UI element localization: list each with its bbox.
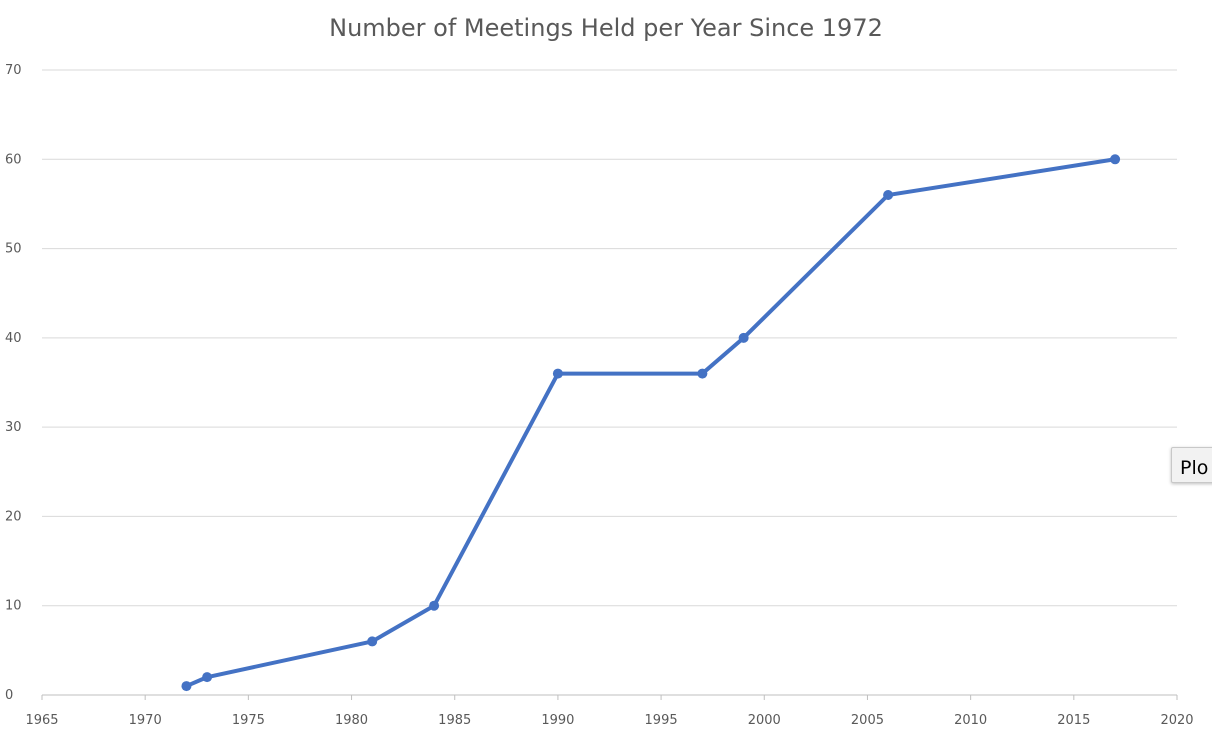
y-axis-tick-labels: 0 10 20 30 40 50 60 70 (5, 63, 22, 703)
y-tick-label: 0 (5, 688, 13, 703)
x-tick-label: 1980 (335, 713, 368, 728)
grid-lines (42, 69, 1177, 607)
x-tick-label: 2010 (954, 713, 987, 728)
x-tick-label: 1985 (438, 713, 471, 728)
data-series[interactable] (181, 154, 1121, 692)
y-tick-label: 70 (5, 63, 22, 78)
data-point[interactable] (202, 672, 213, 683)
x-tick-label: 1975 (232, 713, 265, 728)
x-tick-label: 1970 (129, 713, 162, 728)
y-tick-label: 30 (5, 420, 22, 435)
x-tick-label: 1995 (645, 713, 678, 728)
data-point[interactable] (367, 636, 378, 647)
x-axis-tick-labels: 1965 1970 1975 1980 1985 1990 1995 2000 2005 2010… (25, 713, 1193, 728)
x-tick-label: 1990 (541, 713, 574, 728)
y-tick-label: 10 (5, 599, 22, 614)
x-tick-label: 2020 (1160, 713, 1193, 728)
tooltip-popup[interactable]: Plo (1171, 447, 1212, 483)
data-point[interactable] (697, 368, 708, 379)
y-tick-label: 60 (5, 152, 22, 167)
y-tick-label: 50 (5, 242, 22, 257)
data-point[interactable] (738, 332, 749, 343)
axis (41, 694, 1178, 700)
data-point[interactable] (1110, 154, 1121, 165)
x-tick-label: 1965 (25, 713, 58, 728)
x-tick-label: 2005 (851, 713, 884, 728)
x-tick-label: 2015 (1057, 713, 1090, 728)
chart-title: Number of Meetings Held per Year Since 1… (329, 14, 883, 42)
data-point[interactable] (552, 368, 563, 379)
y-tick-label: 20 (5, 509, 22, 524)
data-point[interactable] (883, 190, 894, 200)
series-line[interactable] (184, 157, 1118, 689)
data-point[interactable] (429, 600, 440, 611)
data-point[interactable] (181, 681, 192, 692)
x-tick-label: 2000 (748, 713, 781, 728)
y-tick-label: 40 (5, 331, 22, 346)
